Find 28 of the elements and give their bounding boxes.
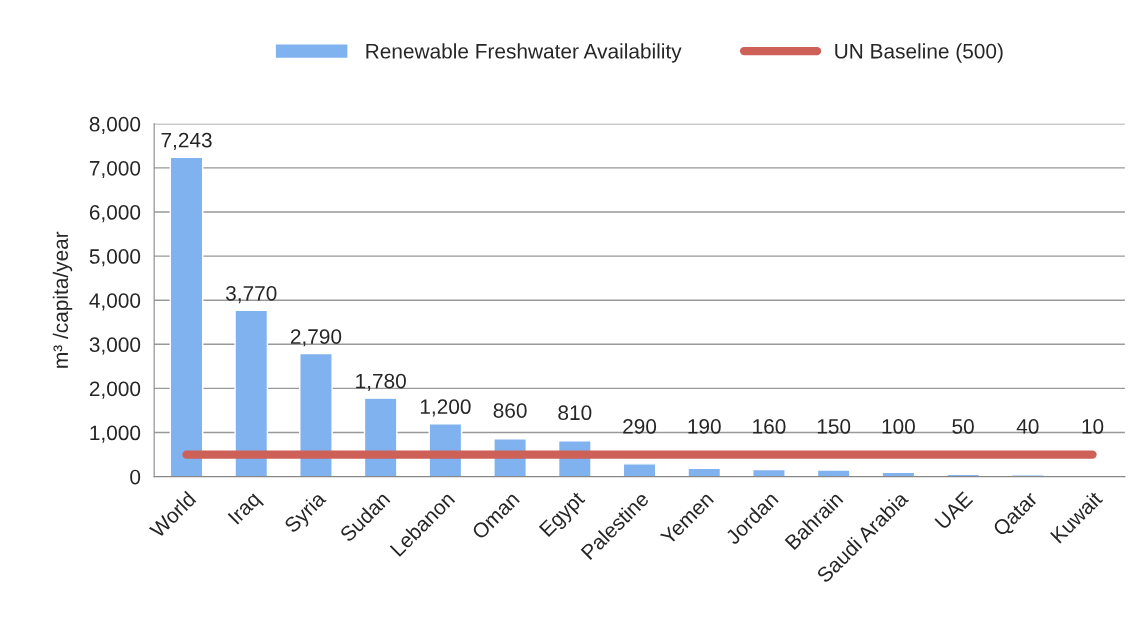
data-label: 7,243 xyxy=(161,132,212,150)
y-tick-label: 3,000 xyxy=(89,337,141,355)
y-tick-label: 0 xyxy=(130,469,141,485)
y-tick-label: 7,000 xyxy=(89,160,141,179)
data-label: 50 xyxy=(952,419,974,434)
data-label: 190 xyxy=(688,419,721,434)
data-label: 1,200 xyxy=(420,399,471,417)
x-tick-label: Iraq xyxy=(227,491,265,528)
data-label: 2,790 xyxy=(290,329,342,347)
data-label: 40 xyxy=(1016,419,1039,434)
y-axis-title: m³ /capita/year xyxy=(52,231,73,368)
y-tick-label: 6,000 xyxy=(89,205,141,223)
data-label: 860 xyxy=(493,403,527,418)
data-label: 10 xyxy=(1082,419,1104,434)
y-tick-label: 8,000 xyxy=(89,116,141,135)
y-tick-label: 5,000 xyxy=(89,249,141,267)
y-tick-label: 4,000 xyxy=(89,293,141,311)
y-tick-label: 1,000 xyxy=(90,425,141,443)
data-label: 150 xyxy=(817,419,851,434)
legend-label: UN Baseline (500) xyxy=(835,43,1003,63)
data-label: 3,770 xyxy=(225,285,277,304)
data-label: 1,780 xyxy=(356,373,406,391)
y-tick-label: 2,000 xyxy=(89,381,141,399)
data-label: 160 xyxy=(753,419,786,434)
data-label: 100 xyxy=(882,419,915,434)
data-label: 290 xyxy=(623,419,657,434)
legend-label: Renewable Freshwater Availability xyxy=(366,43,682,63)
data-label: 810 xyxy=(558,405,592,421)
